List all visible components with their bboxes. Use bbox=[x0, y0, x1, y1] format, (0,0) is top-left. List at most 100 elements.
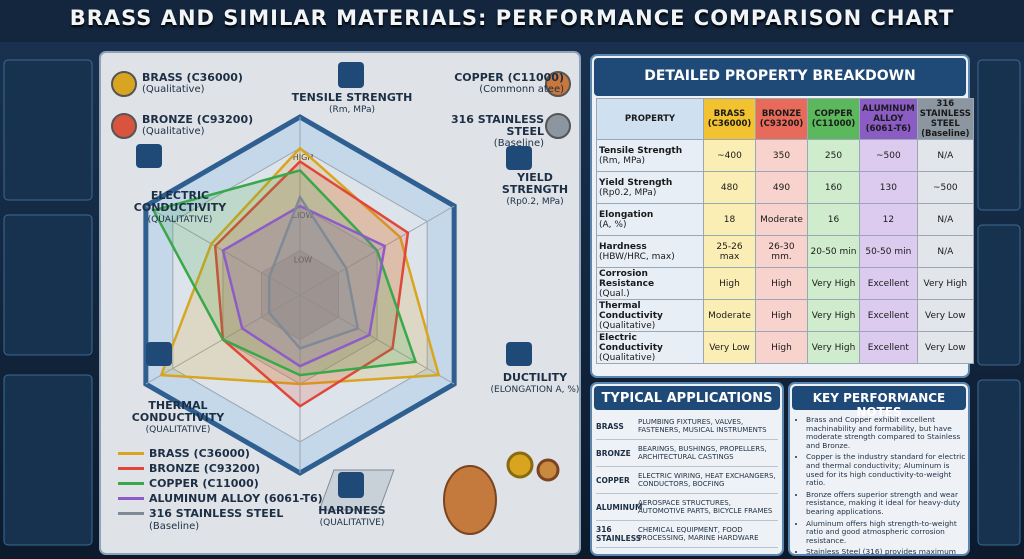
value-cell: Excellent bbox=[859, 331, 918, 364]
property-unit: (Rp0.2, MPa) bbox=[599, 187, 657, 198]
legend-label: COPPER (C11000) bbox=[149, 477, 259, 490]
axis-icon bbox=[146, 342, 172, 366]
badge: COPPER (C11000) (Commonn atee) bbox=[440, 72, 564, 96]
property-name: Tensile Strength bbox=[599, 145, 683, 156]
property-name: Electric Conductivity bbox=[599, 332, 663, 353]
column-code: (Baseline) bbox=[921, 129, 970, 139]
axis-icon bbox=[136, 144, 162, 168]
side-screen bbox=[977, 59, 1021, 211]
property-cell: Yield Strength (Rp0.2, MPa) bbox=[596, 171, 704, 204]
page-title: BRASS AND SIMILAR MATERIALS: PERFORMANCE… bbox=[69, 6, 955, 30]
legend-swatch bbox=[118, 512, 144, 515]
axis-unit: (ELONGATION A, %) bbox=[490, 385, 580, 395]
property-table: PROPERTY BRASS (C36000) BRONZE (C93200) COPPE… bbox=[596, 98, 974, 364]
property-cell: Hardness (HBW/HRC, max) bbox=[596, 235, 704, 268]
column-code: (C93200) bbox=[759, 119, 804, 129]
note: Aluminum offers high strength-to-weight … bbox=[806, 519, 968, 546]
property-unit: (Qualitative) bbox=[599, 352, 656, 363]
badge-name: 316 STAINLESS STEEL bbox=[450, 113, 544, 138]
value-cell: Very Low bbox=[916, 299, 974, 332]
application-row: BRONZE BEARINGS, BUSHINGS, PROPELLERS, AR… bbox=[596, 440, 778, 467]
value-cell: ~400 bbox=[703, 139, 756, 172]
side-screen bbox=[977, 379, 1021, 546]
badge: 316 STAINLESS STEEL (Baseline) bbox=[420, 114, 544, 150]
header-cell: PROPERTY bbox=[596, 98, 704, 140]
table-row: Thermal Conductivity (Qualitative) Moderat… bbox=[596, 299, 974, 332]
property-cell: Thermal Conductivity (Qualitative) bbox=[596, 299, 704, 332]
value-cell: 16 bbox=[807, 203, 860, 236]
badge-note: (Qualitative) bbox=[142, 126, 205, 137]
application-row: COPPER ELECTRIC WIRING, HEAT EXCHANGERS, … bbox=[596, 467, 778, 494]
notes-panel bbox=[788, 382, 970, 556]
axis-label: DUCTILITY (ELONGATION A, %) bbox=[475, 372, 595, 396]
value-cell: 130 bbox=[859, 171, 918, 204]
legend-label: 316 STAINLESS STEEL bbox=[149, 507, 284, 520]
application-material: BRONZE bbox=[596, 448, 631, 458]
column-code: (C36000) bbox=[707, 119, 752, 129]
column-header: ALUMINUM ALLOY (6061-T6) bbox=[859, 98, 918, 140]
applications-header-bar bbox=[594, 386, 780, 410]
value-cell: N/A bbox=[916, 139, 974, 172]
value-cell: Very Low bbox=[916, 331, 974, 364]
property-cell: Tensile Strength (Rm, MPa) bbox=[596, 139, 704, 172]
value-cell: High bbox=[755, 299, 808, 332]
legend-swatch bbox=[118, 482, 144, 485]
column-name: BRASS bbox=[713, 109, 746, 119]
side-screen bbox=[3, 214, 93, 356]
legend-entry: BRONZE (C93200) bbox=[118, 461, 323, 476]
application-row: BRASS PLUMBING FIXTURES, VALVES, FASTENER… bbox=[596, 413, 778, 440]
series-area bbox=[267, 194, 360, 350]
value-cell: 20-50 min bbox=[807, 235, 860, 268]
column-name: ALUMINUM ALLOY bbox=[862, 104, 915, 124]
axis-icon bbox=[338, 62, 364, 88]
table-title: DETAILED PROPERTY BREAKDOWN bbox=[644, 68, 916, 84]
legend-swatch bbox=[118, 467, 144, 470]
brass-bearing bbox=[506, 451, 534, 479]
legend-entry: ALUMINUM ALLOY (6061-T6) bbox=[118, 491, 323, 506]
application-material: ALUMINUM bbox=[596, 502, 643, 512]
axis-label: YIELD STRENGTH (Rp0.2, MPa) bbox=[490, 172, 580, 208]
series-area bbox=[221, 204, 387, 368]
table-row: Electric Conductivity (Qualitative) Very L… bbox=[596, 331, 974, 364]
axis-unit: (QUALITATIVE) bbox=[319, 518, 385, 528]
side-screen bbox=[3, 59, 93, 201]
note: Bronze offers superior strength and wear… bbox=[806, 490, 968, 517]
value-cell: N/A bbox=[916, 235, 974, 268]
property-name: Hardness bbox=[599, 241, 647, 252]
axis-icon bbox=[506, 342, 532, 366]
value-cell: High bbox=[755, 331, 808, 364]
header-row: PROPERTY BRASS (C36000) BRONZE (C93200) COPPE… bbox=[596, 98, 974, 140]
badge-note: (Baseline) bbox=[493, 138, 544, 149]
badge-icon bbox=[545, 71, 571, 97]
application-text: PLUMBING FIXTURES, VALVES, FASTENERS, MU… bbox=[638, 418, 767, 434]
application-text: AEROSPACE STRUCTURES, AUTOMOTIVE PARTS, … bbox=[638, 499, 773, 515]
axis-unit: (Rm, MPa) bbox=[328, 105, 376, 115]
value-cell: ~500 bbox=[916, 171, 974, 204]
application-row: 316 STAINLESS CHEMICAL EQUIPMENT, FOOD PR… bbox=[596, 521, 778, 548]
value-cell: 12 bbox=[859, 203, 918, 236]
application-text: ELECTRIC WIRING, HEAT EXCHANGERS, CONDUC… bbox=[638, 472, 776, 488]
series-area bbox=[213, 159, 410, 408]
axis-name: DUCTILITY bbox=[502, 371, 568, 384]
value-cell: Very High bbox=[807, 267, 860, 300]
value-cell: 490 bbox=[755, 171, 808, 204]
table-header-bar bbox=[594, 58, 966, 96]
table-row: Yield Strength (Rp0.2, MPa) 480 490 160 130 ~5… bbox=[596, 171, 974, 204]
notes-list: Brass and Copper exhibit excellent machi… bbox=[796, 415, 968, 559]
axis-unit: (QUALITATIVE) bbox=[147, 215, 213, 225]
copper-coil bbox=[443, 465, 497, 535]
axis-name: ELECTRIC CONDUCTIVITY bbox=[133, 189, 227, 214]
badge-name: COPPER (C11000) bbox=[454, 71, 564, 84]
application-text: CHEMICAL EQUIPMENT, FOOD PROCESSING, MAR… bbox=[638, 526, 759, 542]
value-cell: ~500 bbox=[859, 139, 918, 172]
table-row: Corrosion Resistance (Qual.) High High Very … bbox=[596, 267, 974, 300]
application-material: 316 STAINLESS bbox=[596, 525, 642, 543]
note: Copper is the industry standard for elec… bbox=[806, 453, 968, 487]
axis-name: HARDNESS bbox=[318, 504, 386, 517]
applications-title: TYPICAL APPLICATIONS bbox=[601, 391, 773, 406]
application-material: COPPER bbox=[596, 475, 630, 485]
property-unit: (Qual.) bbox=[599, 288, 630, 299]
applications-list: BRASS PLUMBING FIXTURES, VALVES, FASTENER… bbox=[596, 413, 778, 548]
axis-name: YIELD STRENGTH bbox=[501, 171, 569, 196]
badge-note: (Qualitative) bbox=[142, 84, 205, 95]
